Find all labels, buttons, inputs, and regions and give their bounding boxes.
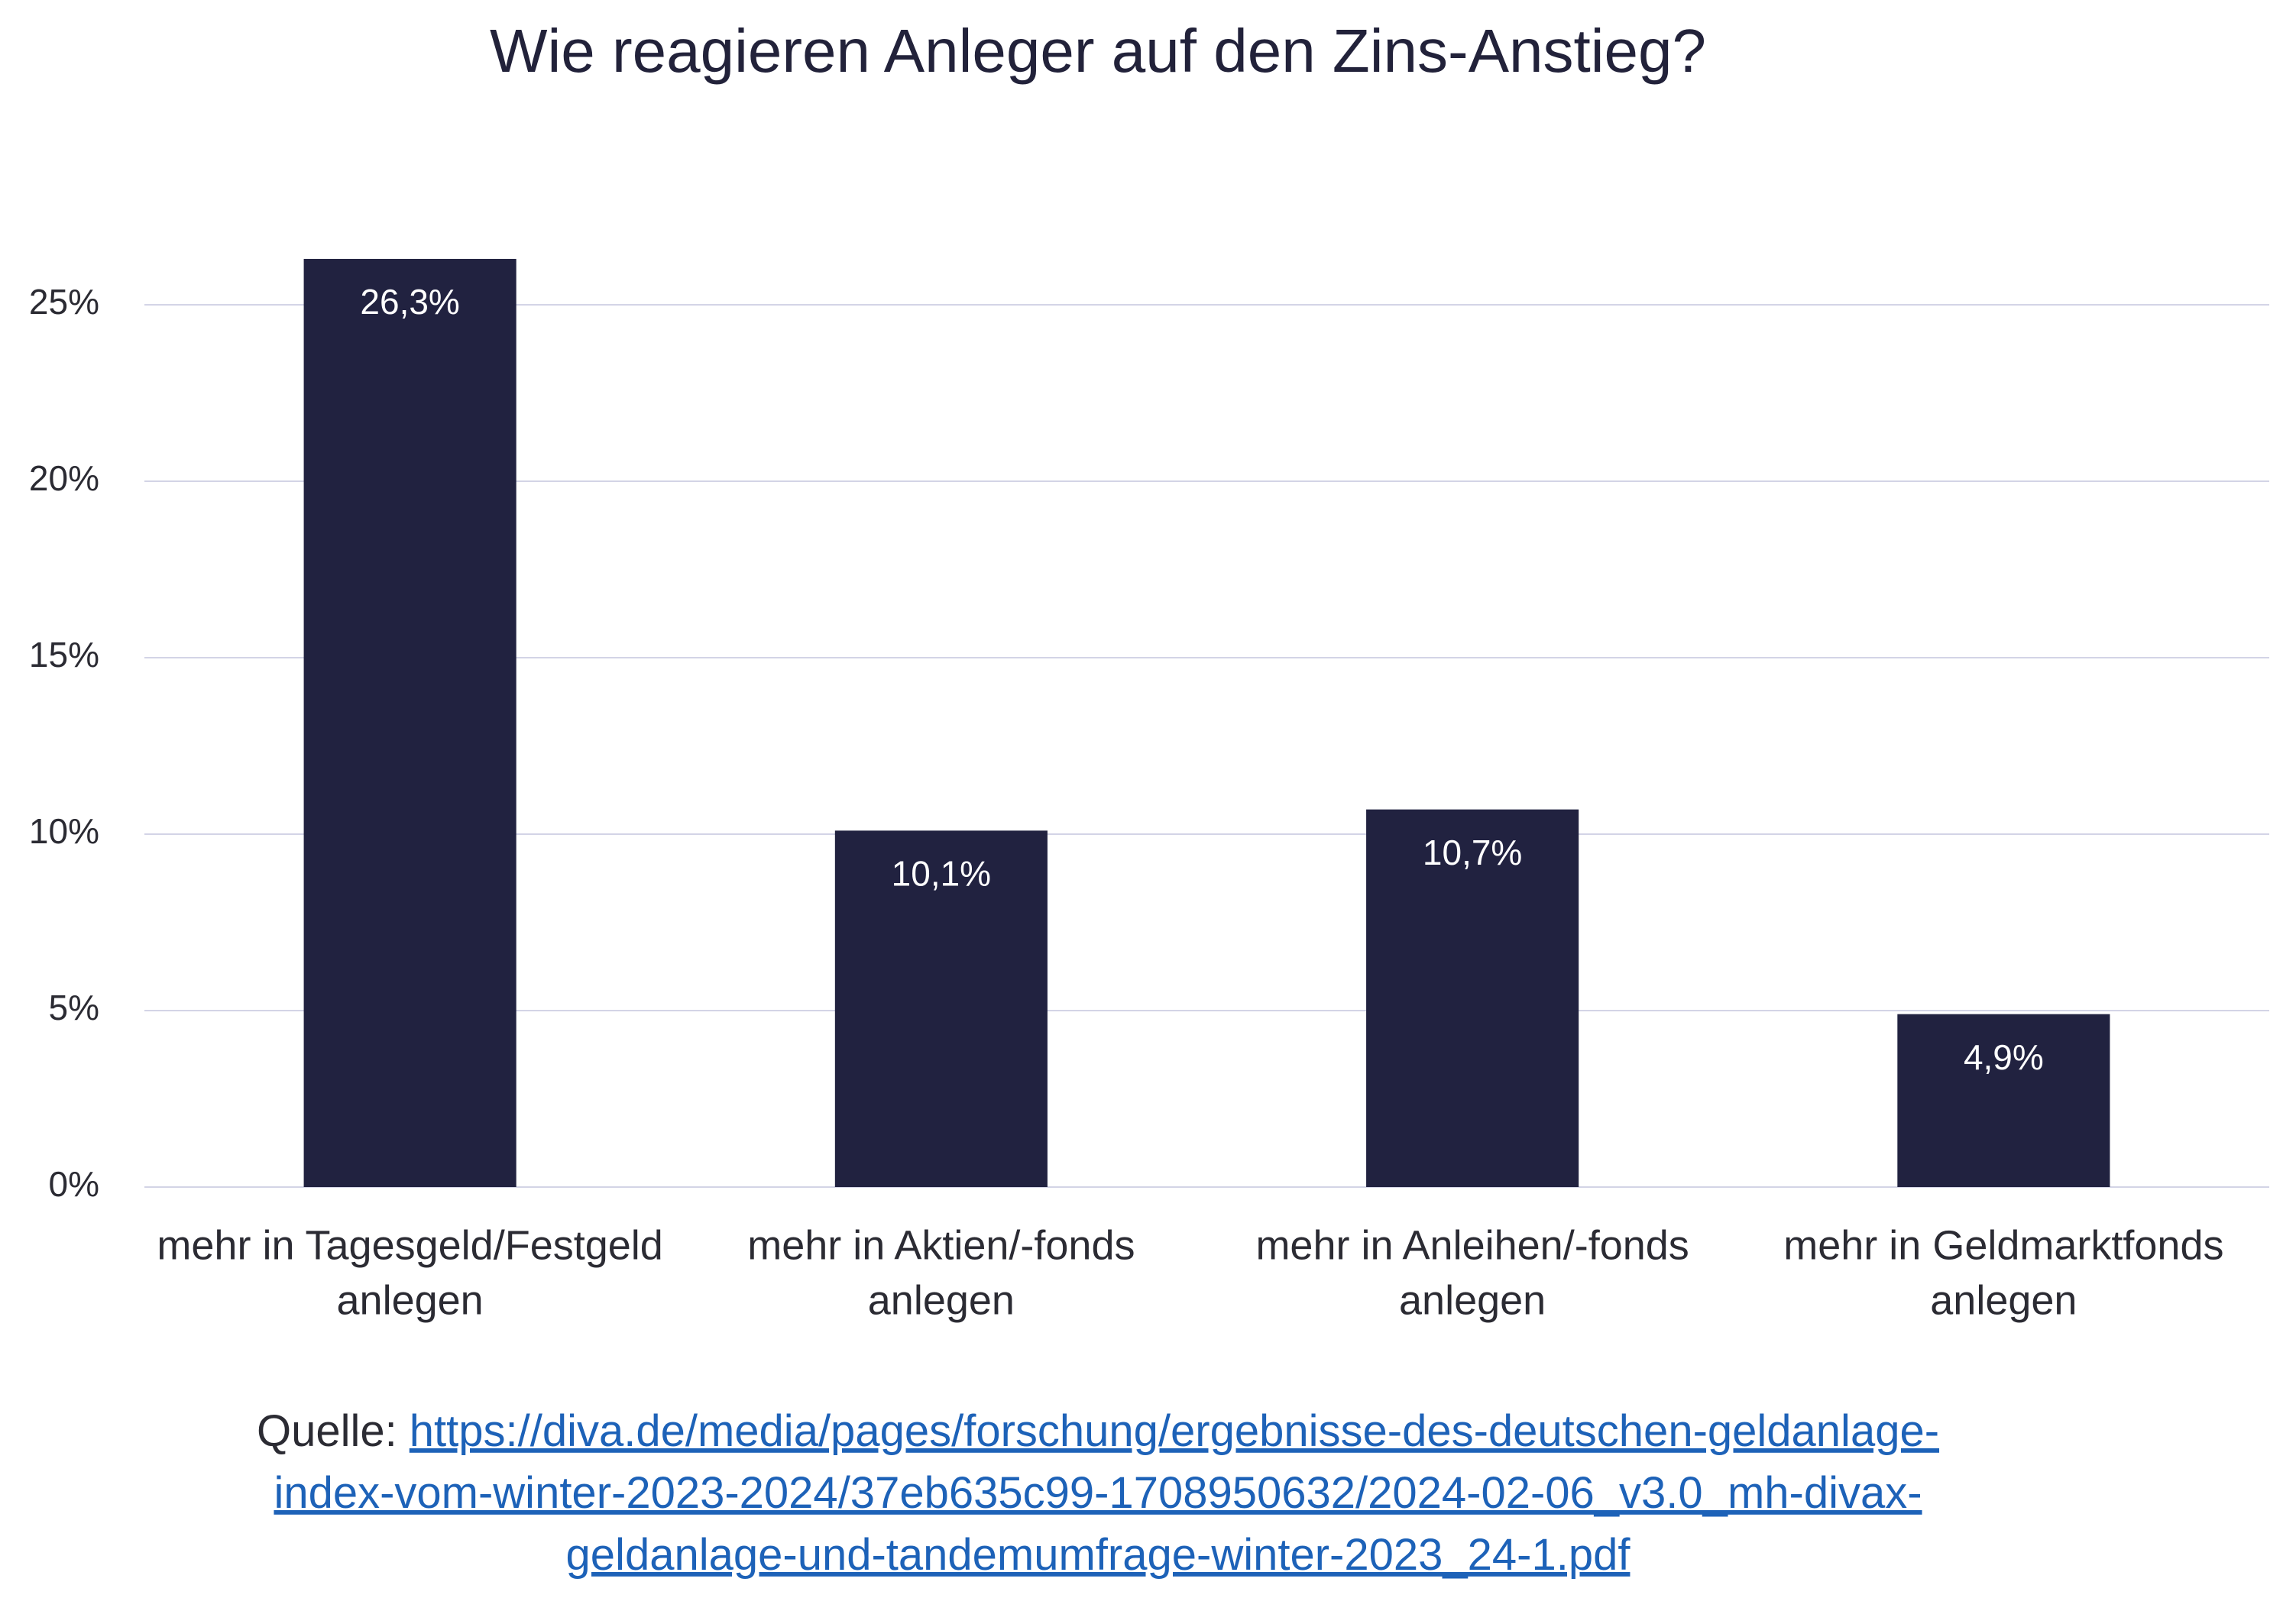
y-tick-label: 0% (49, 1164, 99, 1204)
source-line: index-vom-winter-2023-2024/37eb635c99-17… (274, 1468, 1922, 1518)
x-tick-label: mehr in Geldmarktfonds (1783, 1222, 2223, 1268)
value-label: 4,9% (1964, 1037, 2044, 1077)
source-link[interactable]: https://diva.de/media/pages/forschung/er… (410, 1406, 1939, 1456)
bar (1897, 1014, 2110, 1187)
bar (834, 830, 1048, 1187)
y-tick-label: 25% (29, 282, 99, 322)
source-line: geldanlage-und-tandemumfrage-winter-2023… (566, 1530, 1631, 1580)
y-tick-label: 20% (29, 458, 99, 498)
value-label: 10,1% (892, 854, 991, 894)
x-tick-label: anlegen (1399, 1277, 1546, 1323)
y-tick-label: 5% (49, 988, 99, 1027)
value-label: 10,7% (1423, 833, 1522, 872)
x-tick-label: mehr in Tagesgeld/Festgeld (157, 1222, 662, 1268)
value-label: 26,3% (360, 282, 459, 322)
source-label: Quelle: (257, 1406, 397, 1456)
x-tick-label: mehr in Aktien/-fonds (747, 1222, 1135, 1268)
source-line: Quelle: https://diva.de/media/pages/forsc… (257, 1406, 1939, 1456)
bar (303, 258, 517, 1188)
x-tick-label: anlegen (337, 1277, 484, 1323)
y-tick-label: 15% (29, 635, 99, 674)
bar (1366, 809, 1579, 1187)
x-tick-label: mehr in Anleihen/-fonds (1255, 1222, 1689, 1268)
x-tick-label: anlegen (868, 1277, 1015, 1323)
y-tick-label: 10% (29, 811, 99, 851)
source-link[interactable]: geldanlage-und-tandemumfrage-winter-2023… (566, 1530, 1631, 1580)
chart-title: Wie reagieren Anleger auf den Zins-Ansti… (490, 17, 1706, 85)
source-link[interactable]: index-vom-winter-2023-2024/37eb635c99-17… (274, 1468, 1922, 1518)
x-tick-label: anlegen (1930, 1277, 2077, 1323)
